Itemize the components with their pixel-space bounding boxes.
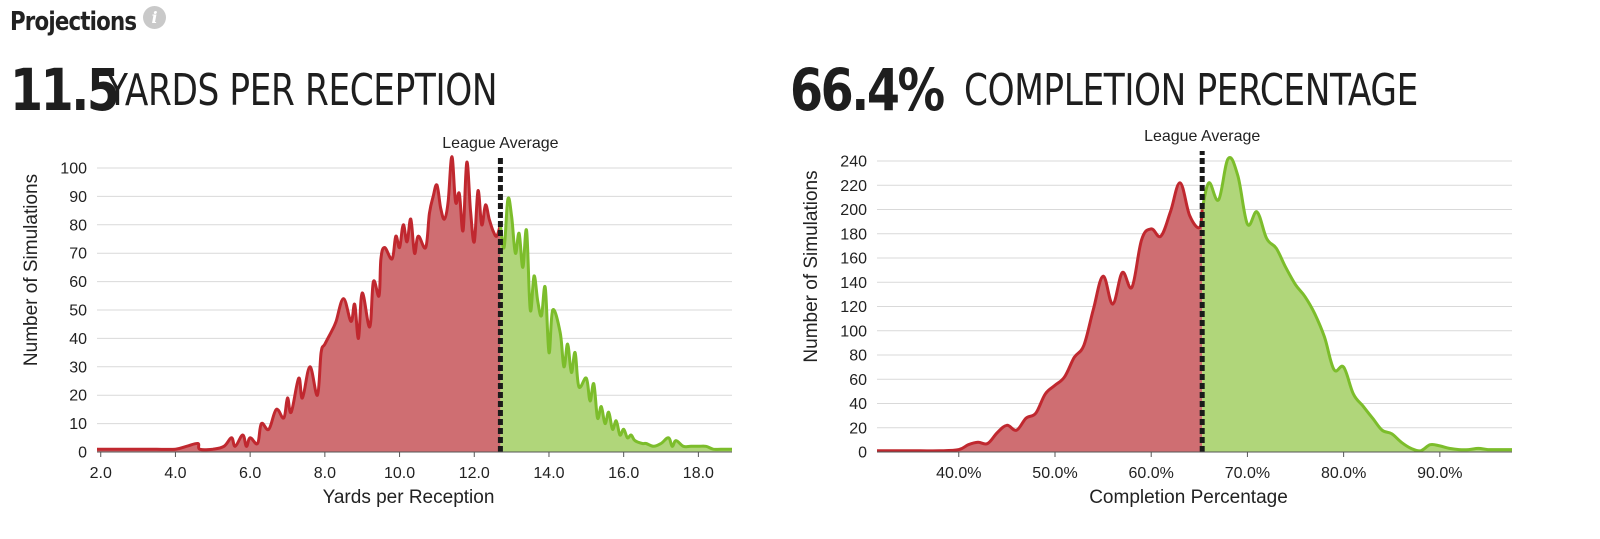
y-axis-title: Number of Simulations bbox=[21, 174, 42, 366]
x-tick-label: 12.0 bbox=[459, 465, 490, 482]
x-axis-title: Completion Percentage bbox=[1089, 487, 1288, 508]
projections-header: Projections bbox=[10, 4, 164, 40]
y-tick-label: 240 bbox=[840, 154, 867, 171]
y-axis-title: Number of Simulations bbox=[801, 170, 822, 362]
line-below-average bbox=[96, 155, 502, 452]
league-average-label: League Average bbox=[1144, 128, 1260, 145]
y-axis: 0 20 40 60 80 100 120 140 160 180 200 220 240 bbox=[840, 154, 867, 462]
stat-value: 11.5 bbox=[10, 56, 120, 124]
section-title: Projections bbox=[10, 7, 137, 37]
area-below-average bbox=[97, 156, 501, 452]
x-tick-label: 6.0 bbox=[239, 465, 261, 482]
y-tick-label: 90 bbox=[69, 189, 87, 206]
y-tick-label: 70 bbox=[69, 246, 87, 263]
x-axis: 2.0 4.0 6.0 8.0 10.0 12.0 14.0 16.0 18.0 bbox=[90, 451, 732, 482]
x-tick-label: 40.0% bbox=[936, 465, 981, 482]
area-above-average bbox=[1202, 157, 1512, 452]
stat-value: 66.4% bbox=[790, 56, 945, 124]
line-above-average bbox=[498, 196, 732, 451]
area-below-average bbox=[877, 182, 1203, 452]
y-tick-label: 40 bbox=[849, 396, 867, 413]
stat-label: YARDS PER RECEPTION bbox=[107, 65, 498, 116]
x-tick-label: 50.0% bbox=[1032, 465, 1077, 482]
distribution-chart-completion-percentage: 0 20 40 60 80 100 120 140 160 180 200 220 240 League … bbox=[801, 128, 1512, 508]
x-tick-label: 2.0 bbox=[90, 465, 112, 482]
x-axis: 40.0% 50.0% 60.0% 70.0% 80.0% 90.0% bbox=[877, 451, 1512, 482]
info-icon[interactable]: i bbox=[143, 6, 166, 29]
y-tick-label: 20 bbox=[849, 420, 867, 437]
x-tick-label: 90.0% bbox=[1417, 465, 1462, 482]
x-tick-label: 18.0 bbox=[683, 465, 714, 482]
x-tick-label: 16.0 bbox=[608, 465, 639, 482]
y-tick-label: 100 bbox=[840, 323, 867, 340]
y-tick-label: 180 bbox=[840, 226, 867, 243]
y-tick-label: 50 bbox=[69, 303, 87, 320]
panel-yards-per-reception: 11.5 YARDS PER RECEPTION 0 10 20 30 40 50 60 70… bbox=[10, 56, 780, 536]
y-tick-label: 100 bbox=[60, 161, 87, 178]
series bbox=[96, 155, 732, 452]
y-tick-label: 10 bbox=[69, 416, 87, 433]
y-tick-label: 120 bbox=[840, 299, 867, 316]
x-axis-title: Yards per Reception bbox=[323, 487, 495, 508]
y-tick-label: 40 bbox=[69, 331, 87, 348]
distribution-chart-yards-per-reception: 0 10 20 30 40 50 60 70 80 90 100 League Average 2.0 4… bbox=[21, 135, 732, 508]
y-tick-label: 80 bbox=[849, 348, 867, 365]
y-tick-label: 0 bbox=[858, 445, 867, 462]
y-tick-label: 30 bbox=[69, 359, 87, 376]
x-tick-label: 10.0 bbox=[384, 465, 415, 482]
league-average-label: League Average bbox=[442, 135, 558, 152]
line-below-average bbox=[876, 181, 1204, 453]
x-tick-label: 8.0 bbox=[314, 465, 336, 482]
x-tick-label: 70.0% bbox=[1225, 465, 1270, 482]
line-above-average bbox=[1200, 156, 1512, 453]
y-tick-label: 60 bbox=[69, 274, 87, 291]
y-tick-label: 80 bbox=[69, 217, 87, 234]
series bbox=[876, 156, 1512, 453]
x-tick-label: 4.0 bbox=[164, 465, 186, 482]
y-tick-label: 160 bbox=[840, 251, 867, 268]
panel-completion-percentage: 66.4% COMPLETION PERCENTAGE 0 20 40 60 80 100… bbox=[790, 56, 1560, 536]
x-tick-label: 60.0% bbox=[1129, 465, 1174, 482]
y-tick-label: 200 bbox=[840, 202, 867, 219]
y-axis: 0 10 20 30 40 50 60 70 80 90 100 bbox=[60, 161, 87, 462]
y-tick-label: 20 bbox=[69, 388, 87, 405]
y-tick-label: 140 bbox=[840, 275, 867, 292]
stat-label: COMPLETION PERCENTAGE bbox=[964, 65, 1418, 116]
y-tick-label: 0 bbox=[78, 445, 87, 462]
area-above-average bbox=[500, 197, 732, 452]
y-tick-label: 60 bbox=[849, 372, 867, 389]
x-tick-label: 14.0 bbox=[533, 465, 564, 482]
y-tick-label: 220 bbox=[840, 178, 867, 195]
x-tick-label: 80.0% bbox=[1321, 465, 1366, 482]
